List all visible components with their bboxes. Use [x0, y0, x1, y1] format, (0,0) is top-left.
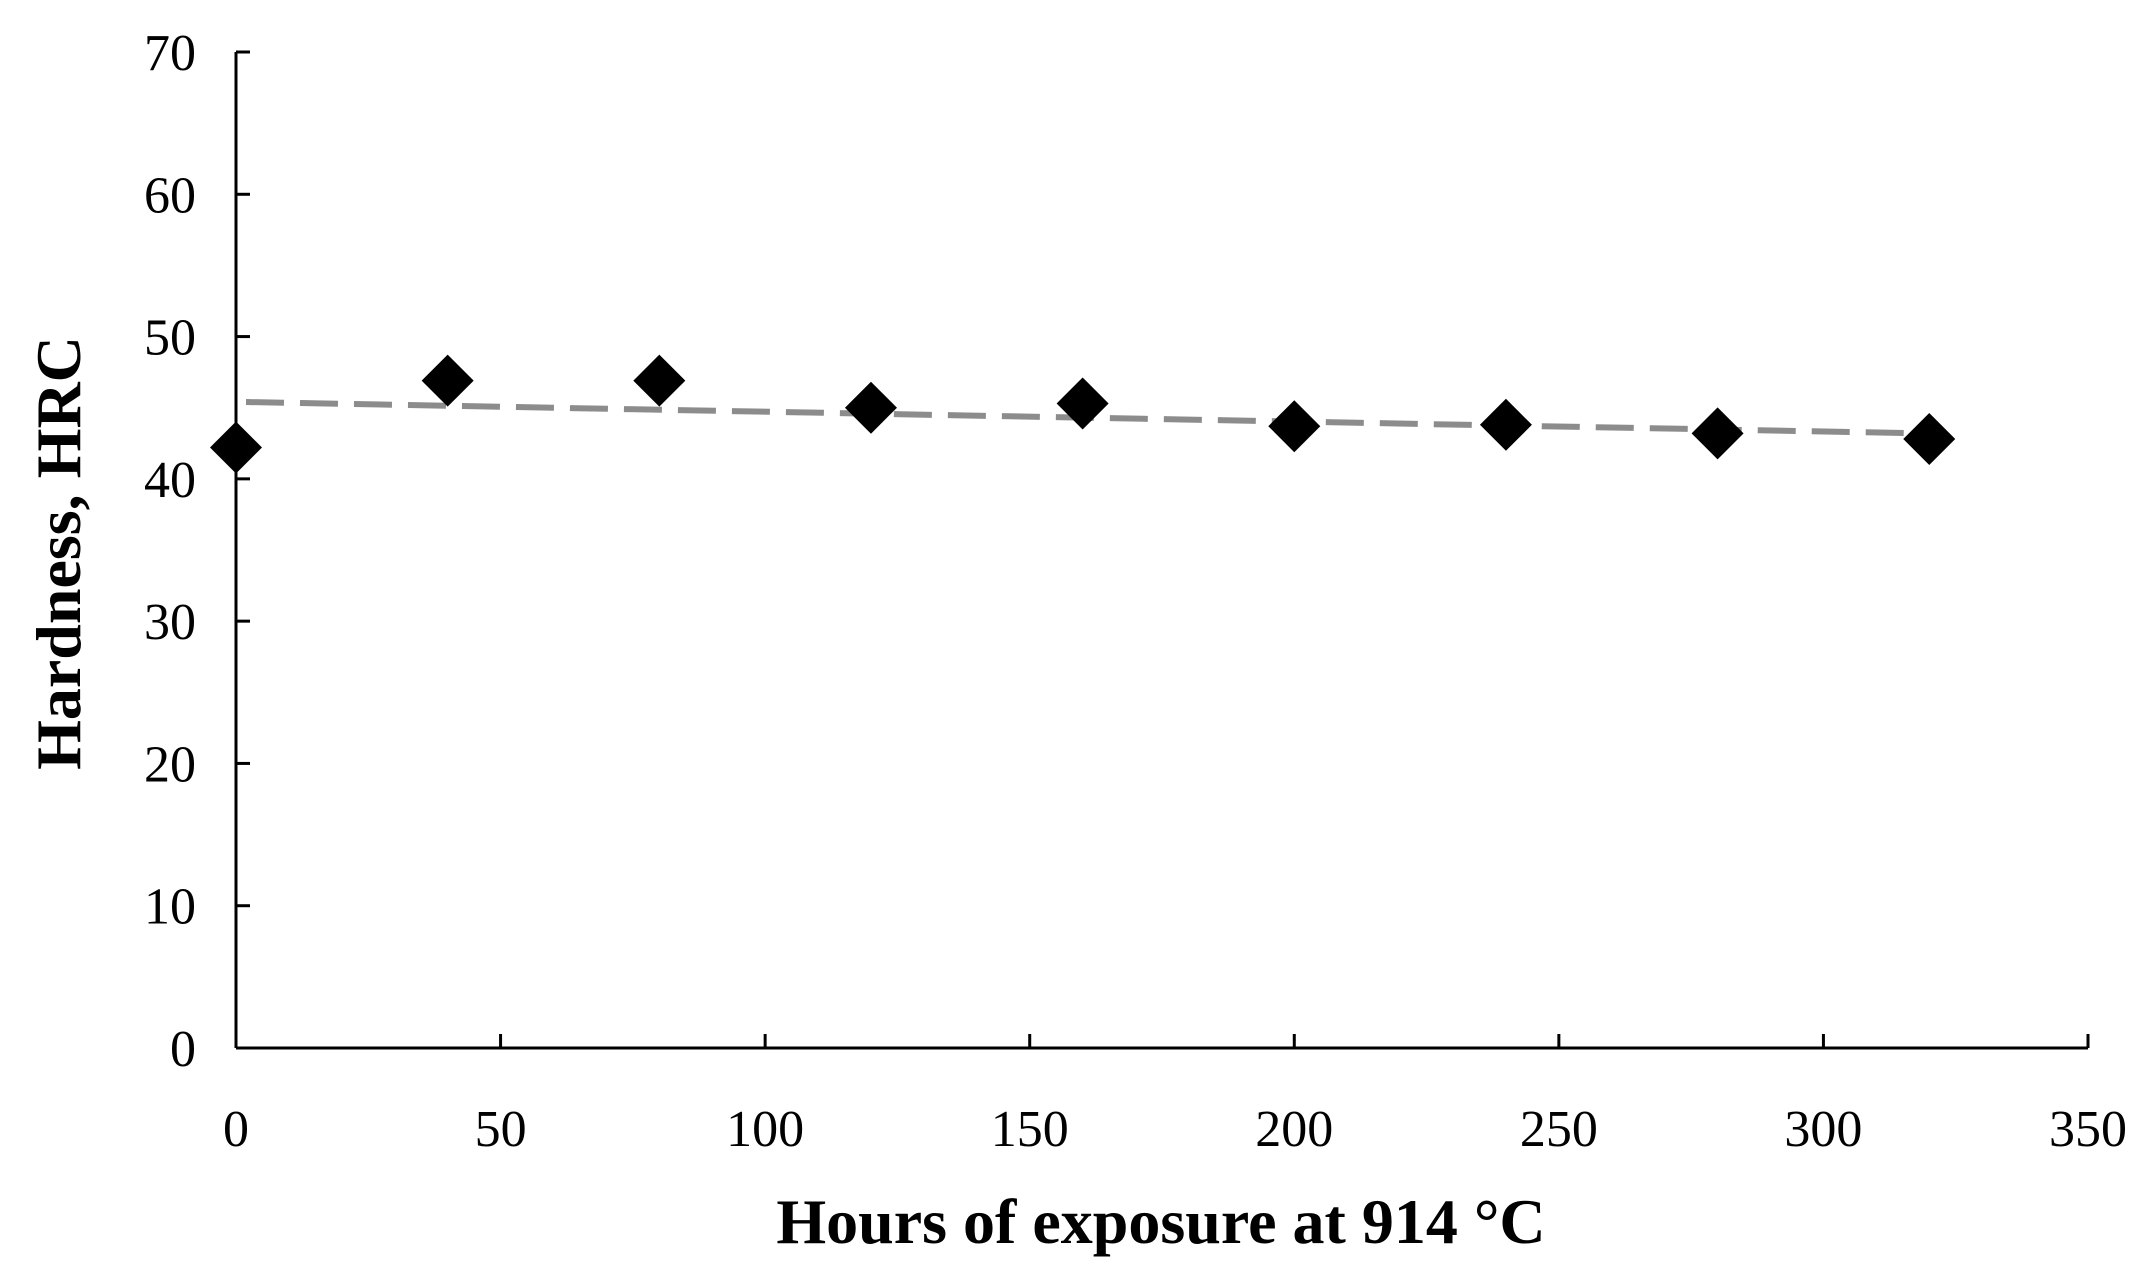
data-point-diamond [1056, 377, 1109, 430]
x-tick-label: 200 [1255, 1101, 1333, 1158]
x-tick-label: 100 [726, 1101, 804, 1158]
x-tick-label: 50 [475, 1101, 527, 1158]
data-point-diamond [1691, 407, 1744, 460]
y-tick-label: 30 [144, 594, 196, 651]
x-tick-label: 350 [2049, 1101, 2127, 1158]
y-tick-label: 50 [144, 310, 196, 367]
y-tick-label: 70 [144, 25, 196, 82]
data-points [210, 354, 1956, 474]
y-tick-label: 40 [144, 452, 196, 509]
y-tick-label: 20 [144, 736, 196, 793]
axes [234, 50, 2090, 1050]
y-tick-label: 60 [144, 167, 196, 224]
x-tick-label: 0 [223, 1101, 249, 1158]
data-point-diamond [1479, 398, 1532, 451]
data-point-diamond [844, 381, 897, 434]
x-axis-title: Hours of exposure at 914 °C [776, 1186, 1545, 1257]
x-tick-label: 250 [1520, 1101, 1598, 1158]
x-tick-label: 300 [1784, 1101, 1862, 1158]
x-tick-label: 150 [991, 1101, 1069, 1158]
data-point-diamond [421, 354, 474, 407]
data-point-diamond [633, 354, 686, 407]
y-axis-title: Hardness, HRC [23, 336, 94, 770]
tick-labels: 0 10 20 30 40 50 60 70 0 50 100 150 200 250 300 350 [144, 25, 2127, 1158]
y-tick-label: 10 [144, 879, 196, 936]
data-point-diamond [1268, 400, 1321, 453]
y-tick-label: 0 [170, 1021, 196, 1078]
data-point-diamond [210, 421, 262, 474]
data-point-diamond [1903, 413, 1956, 466]
